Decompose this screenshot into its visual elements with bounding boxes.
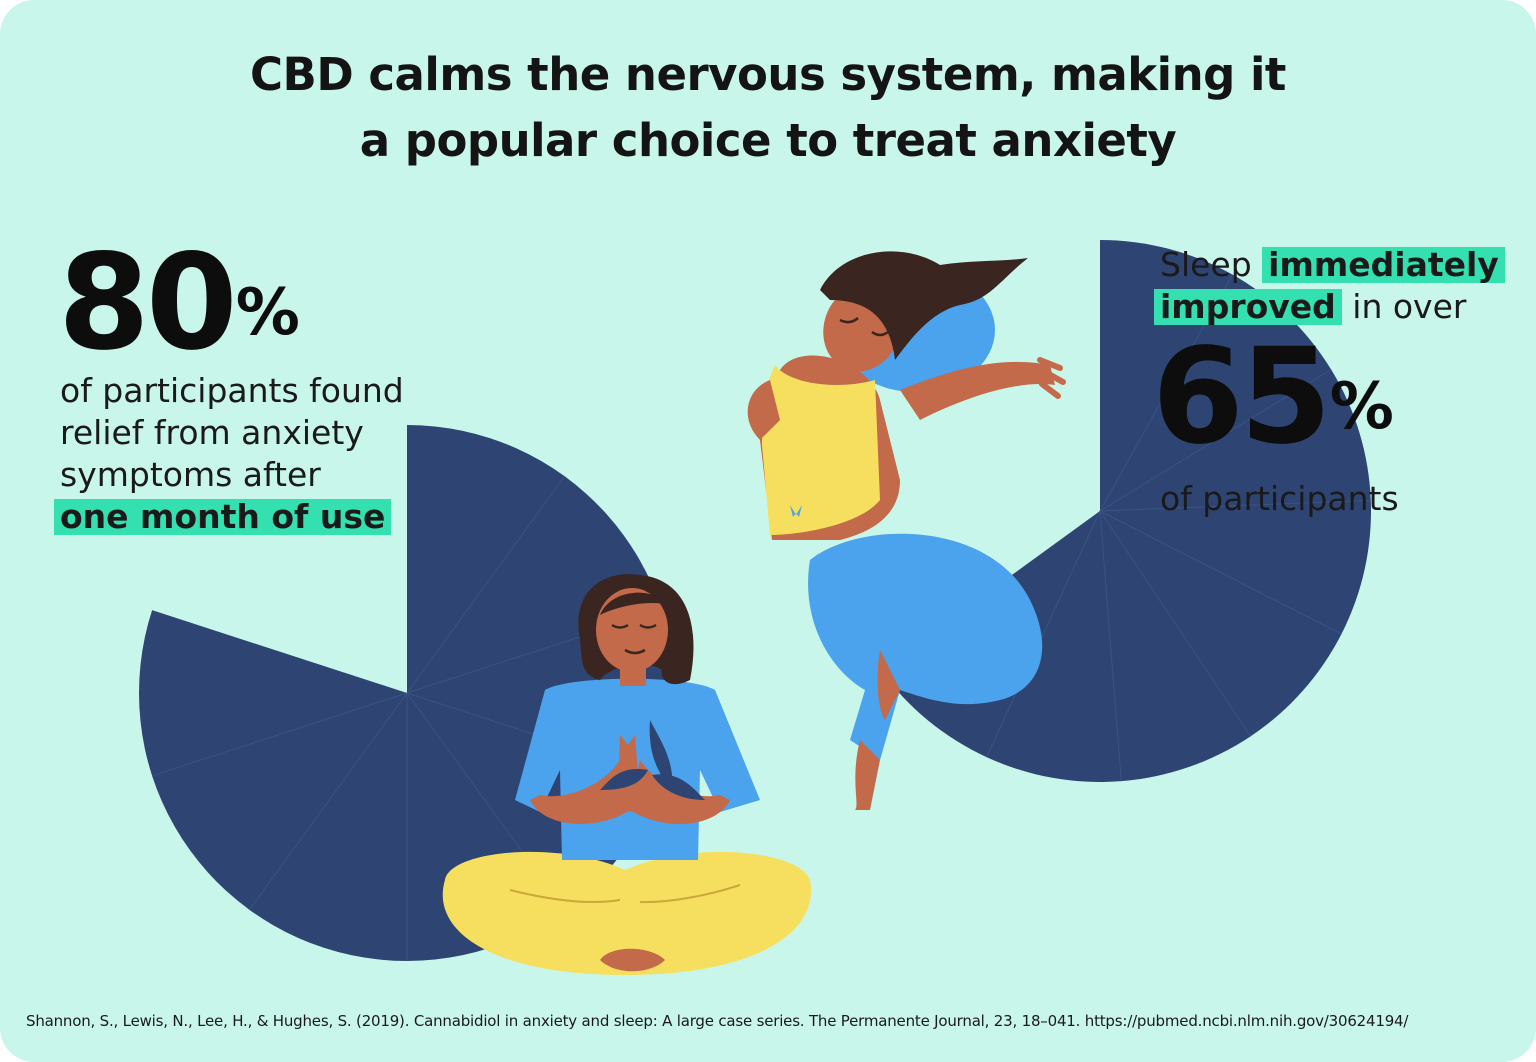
stat-65-highlight-2: improved bbox=[1154, 289, 1342, 325]
stat-80-description: of participants found relief from anxiet… bbox=[54, 370, 404, 538]
pie-80-segment-line bbox=[151, 692, 408, 777]
infographic-title: CBD calms the nervous system, making it … bbox=[0, 42, 1536, 174]
pie-65-segment-line bbox=[1099, 510, 1251, 737]
stat-80-highlight: one month of use bbox=[54, 499, 392, 535]
stat-80-line-1: of participants found bbox=[60, 371, 404, 410]
stat-65-tail: of participants bbox=[1160, 479, 1399, 518]
stat-80-unit: % bbox=[235, 276, 300, 350]
stat-65-prefix: Sleep bbox=[1160, 245, 1252, 284]
pie-80-segment-line bbox=[249, 692, 408, 911]
stat-80-value: 80% bbox=[58, 226, 300, 380]
pie-65-segment-line bbox=[1099, 510, 1342, 635]
stat-65-suffix: in over bbox=[1352, 287, 1467, 326]
stat-65-intro: Sleep immediately improved in over bbox=[1154, 244, 1505, 328]
sleeping-woman-illustration bbox=[747, 251, 1066, 810]
title-line-1: CBD calms the nervous system, making it bbox=[250, 48, 1286, 101]
stat-80-line-2: relief from anxiety bbox=[60, 413, 364, 452]
pie-65-segment-line bbox=[1099, 510, 1122, 782]
stat-65-unit: % bbox=[1329, 370, 1394, 444]
stat-80-number: 80 bbox=[58, 226, 238, 380]
source-citation: Shannon, S., Lewis, N., Lee, H., & Hughe… bbox=[26, 1012, 1409, 1030]
pie-80-segment-line bbox=[406, 475, 565, 694]
pie-65-segment-line bbox=[986, 510, 1101, 758]
stat-65-number: 65 bbox=[1152, 320, 1332, 474]
meditating-woman-illustration bbox=[442, 574, 812, 975]
pie-65-segment-line bbox=[1099, 499, 1371, 512]
stat-65-highlight-1: immediately bbox=[1262, 247, 1505, 283]
stat-65-value: 65% bbox=[1152, 320, 1394, 474]
pie-65-segment-line bbox=[1099, 368, 1332, 512]
stat-80-line-3: symptoms after bbox=[60, 455, 321, 494]
title-line-2: a popular choice to treat anxiety bbox=[359, 114, 1177, 167]
